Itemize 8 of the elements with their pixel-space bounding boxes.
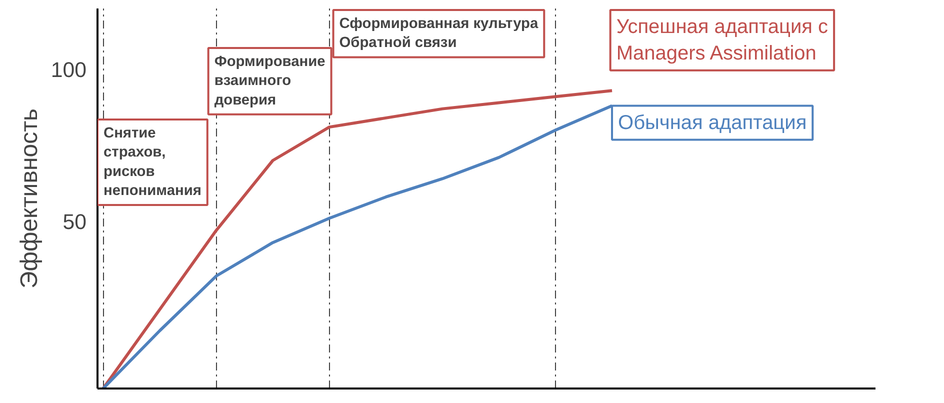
y-tick-label: 100 — [50, 58, 87, 82]
y-tick-label: 50 — [62, 210, 87, 234]
annotation: Сформированная культура Обратной связи — [339, 16, 539, 52]
series-label: Успешная адаптация с Managers Assimilation — [616, 16, 828, 64]
annotation: Формирование взаимного доверия — [214, 54, 326, 108]
y-axis-title: Эффективность — [16, 108, 43, 289]
series-label: Обычная адаптация — [618, 112, 807, 134]
annotation: Снятие страхов, рисков непонимания — [104, 125, 202, 200]
